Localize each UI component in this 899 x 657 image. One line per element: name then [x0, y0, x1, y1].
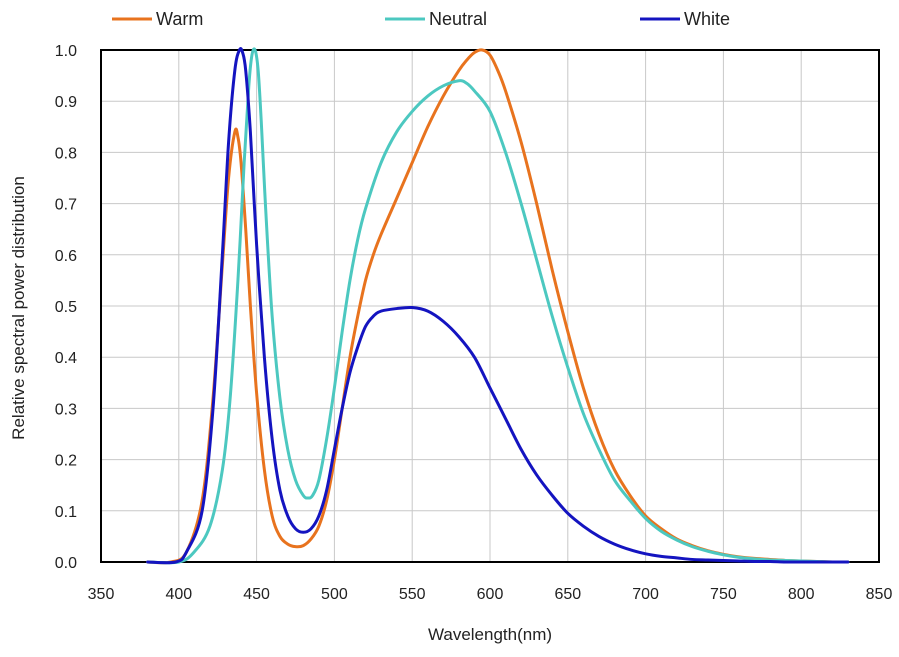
- x-tick-label: 800: [788, 586, 815, 603]
- y-tick-label: 0.1: [55, 504, 77, 521]
- legend-label: Neutral: [429, 9, 487, 29]
- x-tick-label: 400: [165, 586, 192, 603]
- grid: [100, 49, 880, 563]
- y-tick-label: 0.3: [55, 401, 77, 418]
- x-axis-label: Wavelength(nm): [428, 625, 552, 644]
- x-tick-label: 500: [321, 586, 348, 603]
- x-tick-labels: 350 400 450 500 550 600 650 700 750 800 850: [88, 586, 893, 603]
- legend-item-white: White: [640, 9, 730, 29]
- x-tick-label: 450: [243, 586, 270, 603]
- y-tick-label: 0.7: [55, 197, 77, 214]
- legend-label: White: [684, 9, 730, 29]
- y-tick-label: 0.8: [55, 145, 77, 162]
- y-tick-labels: 0.0 0.1 0.2 0.3 0.4 0.5 0.6 0.7 0.8 0.9 1.0: [55, 43, 77, 572]
- x-tick-label: 650: [554, 586, 581, 603]
- y-tick-label: 0.4: [55, 350, 77, 367]
- legend-item-neutral: Neutral: [385, 9, 487, 29]
- x-tick-label: 600: [477, 586, 504, 603]
- y-tick-label: 0.5: [55, 299, 77, 316]
- x-tick-label: 850: [866, 586, 893, 603]
- series-layer: [146, 47, 850, 565]
- series-line-neutral: [146, 47, 850, 565]
- x-tick-label: 350: [88, 586, 115, 603]
- plot-frame: [100, 49, 880, 563]
- y-tick-label: 1.0: [55, 43, 77, 60]
- y-axis-label: Relative spectral power distribution: [9, 176, 28, 440]
- series-line-white: [146, 47, 850, 565]
- legend: Warm Neutral White: [112, 9, 730, 29]
- legend-item-warm: Warm: [112, 9, 203, 29]
- y-tick-label: 0.0: [55, 555, 77, 572]
- legend-label: Warm: [156, 9, 203, 29]
- x-tick-label: 550: [399, 586, 426, 603]
- y-tick-label: 0.2: [55, 453, 77, 470]
- y-tick-label: 0.6: [55, 248, 77, 265]
- x-tick-label: 700: [632, 586, 659, 603]
- y-tick-label: 0.9: [55, 94, 77, 111]
- x-tick-label: 750: [710, 586, 737, 603]
